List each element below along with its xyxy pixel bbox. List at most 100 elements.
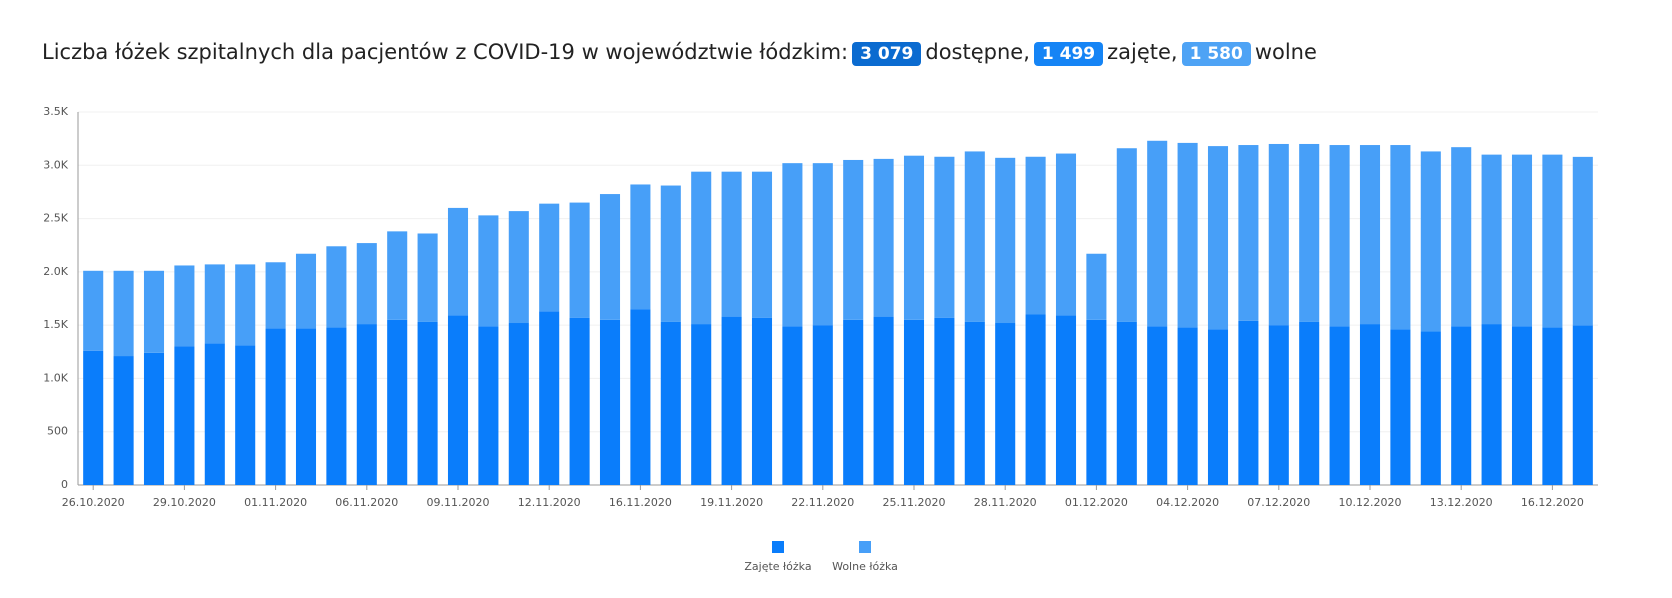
bar-segment bbox=[1177, 142, 1198, 328]
bar-segment bbox=[265, 328, 286, 485]
x-tick-label: 04.12.2020 bbox=[1156, 496, 1219, 509]
title-text: Liczba łóżek szpitalnych dla pacjentów z… bbox=[42, 40, 849, 64]
stat-text: dostępne, bbox=[925, 40, 1030, 64]
bar-segment bbox=[782, 163, 803, 327]
bar-segment bbox=[387, 319, 408, 485]
legend-swatch bbox=[859, 541, 871, 553]
bar-segment bbox=[387, 231, 408, 320]
bar-segment bbox=[995, 323, 1016, 485]
bar-segment bbox=[204, 343, 225, 485]
bar-segment bbox=[235, 264, 256, 346]
bar-segment bbox=[903, 319, 925, 485]
bar-segment bbox=[174, 346, 195, 485]
bar-segment bbox=[1147, 326, 1168, 485]
bar-segment bbox=[599, 194, 621, 320]
bar-segment bbox=[356, 324, 377, 485]
bar-segment bbox=[569, 202, 590, 318]
bar-segment bbox=[174, 265, 195, 347]
bar-segment bbox=[478, 215, 499, 327]
stat-text: zajęte, bbox=[1107, 40, 1178, 64]
x-tick-label: 09.11.2020 bbox=[427, 496, 490, 509]
bar-segment bbox=[903, 155, 925, 320]
bar-segment bbox=[1299, 143, 1320, 322]
y-tick-label: 3.5K bbox=[43, 105, 68, 118]
bar-segment bbox=[1299, 321, 1320, 485]
bar-segment bbox=[660, 185, 681, 322]
legend-label: Zajęte łóżka bbox=[744, 560, 811, 573]
bar-segment bbox=[1329, 326, 1350, 485]
bar-segment bbox=[478, 326, 499, 485]
bar-segment bbox=[508, 211, 529, 324]
bar-segment bbox=[721, 171, 742, 317]
bar-segment bbox=[143, 270, 165, 353]
bar-segment bbox=[1329, 145, 1350, 327]
bar-segment bbox=[1511, 326, 1533, 485]
y-tick-label: 2.5K bbox=[43, 212, 68, 225]
bar-segment bbox=[1025, 156, 1046, 315]
bar-segment bbox=[812, 163, 833, 326]
x-tick-label: 01.12.2020 bbox=[1065, 496, 1128, 509]
bar-segment bbox=[1390, 145, 1411, 330]
bar-segment bbox=[1207, 146, 1229, 330]
bar-segment bbox=[295, 328, 317, 485]
x-tick-label: 22.11.2020 bbox=[791, 496, 854, 509]
y-tick-label: 2.0K bbox=[43, 265, 68, 278]
x-tick-label: 12.11.2020 bbox=[518, 496, 581, 509]
bar-segment bbox=[1390, 329, 1411, 485]
x-tick-label: 07.12.2020 bbox=[1247, 496, 1310, 509]
bar-segment bbox=[569, 317, 590, 485]
bar-segment bbox=[782, 326, 803, 485]
bar-segment bbox=[326, 327, 347, 485]
bar-segment bbox=[1025, 314, 1046, 485]
bar-segment bbox=[1268, 143, 1289, 326]
bar-segment bbox=[539, 203, 560, 312]
bar-segment bbox=[295, 253, 317, 329]
bar-segment bbox=[934, 156, 955, 318]
bar-segment bbox=[265, 262, 286, 329]
bar-segment bbox=[1207, 329, 1229, 485]
bar-segment bbox=[1481, 154, 1502, 325]
bar-segment bbox=[691, 324, 712, 485]
bar-segment bbox=[1116, 148, 1137, 322]
bar-segment bbox=[1572, 325, 1593, 485]
bar-segment bbox=[447, 315, 469, 485]
bar-segment bbox=[630, 309, 651, 485]
bar-segment bbox=[204, 264, 225, 344]
bar-segment bbox=[964, 321, 985, 485]
bar-segment bbox=[660, 321, 681, 485]
bar-segment bbox=[1420, 151, 1441, 332]
stat-badge: 3 079 bbox=[852, 42, 922, 66]
bar-segment bbox=[113, 270, 134, 357]
legend-swatch bbox=[772, 541, 784, 553]
bar-segment bbox=[1572, 156, 1593, 326]
title: Liczba łóżek szpitalnych dla pacjentów z… bbox=[42, 40, 1317, 66]
bar-segment bbox=[873, 316, 894, 485]
x-tick-label: 06.11.2020 bbox=[335, 496, 398, 509]
x-tick-label: 01.11.2020 bbox=[244, 496, 307, 509]
bar-segment bbox=[1542, 327, 1563, 485]
bar-segment bbox=[599, 319, 621, 485]
bar-segment bbox=[83, 270, 104, 351]
x-tick-label: 16.12.2020 bbox=[1521, 496, 1584, 509]
bar-segment bbox=[691, 171, 712, 325]
bar-segment bbox=[1086, 319, 1107, 485]
stat-text: wolne bbox=[1254, 40, 1317, 64]
x-tick-label: 25.11.2020 bbox=[883, 496, 946, 509]
bar-segment bbox=[356, 243, 377, 325]
bar-segment bbox=[1055, 153, 1077, 316]
bar-segment bbox=[1359, 324, 1381, 485]
y-tick-label: 1.0K bbox=[43, 371, 68, 384]
bar-segment bbox=[1055, 315, 1077, 485]
stat-badge: 1 580 bbox=[1181, 42, 1251, 66]
legend-label: Wolne łóżka bbox=[832, 560, 898, 573]
y-tick-label: 500 bbox=[47, 425, 68, 438]
bar-segment bbox=[1451, 326, 1472, 485]
bar-segment bbox=[843, 159, 864, 320]
x-tick-label: 13.12.2020 bbox=[1430, 496, 1493, 509]
bar-segment bbox=[143, 352, 165, 485]
y-tick-label: 1.5K bbox=[43, 318, 68, 331]
x-tick-label: 19.11.2020 bbox=[700, 496, 763, 509]
stat-badge: 1 499 bbox=[1033, 42, 1104, 66]
x-tick-label: 16.11.2020 bbox=[609, 496, 672, 509]
